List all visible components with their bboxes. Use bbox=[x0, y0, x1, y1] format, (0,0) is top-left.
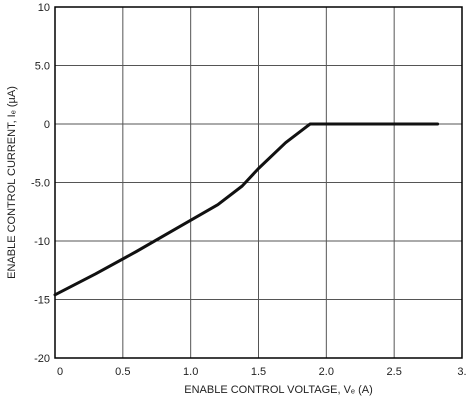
y-tick-label: 10 bbox=[38, 2, 50, 14]
grid bbox=[55, 7, 462, 358]
y-tick-labels: 10 5.0 0 -5.0 -10 -15 -20 bbox=[31, 2, 50, 365]
x-tick-label: 0 bbox=[57, 366, 63, 378]
x-tick-label: 0.5 bbox=[115, 366, 130, 378]
x-tick-labels: 0 0.5 1.0 1.5 2.0 2.5 3. bbox=[57, 366, 467, 378]
y-tick-label: -20 bbox=[34, 353, 50, 365]
x-tick-label: 3. bbox=[457, 366, 466, 378]
x-tick-label: 2.0 bbox=[319, 366, 334, 378]
y-tick-label: -10 bbox=[34, 236, 50, 248]
series bbox=[53, 122, 440, 297]
y-axis-label: ENABLE CONTROL CURRENT, Iₑ (µA) bbox=[6, 86, 18, 279]
y-tick-label: -15 bbox=[34, 295, 50, 307]
y-tick-label: 0 bbox=[44, 119, 50, 131]
x-tick-label: 1.5 bbox=[251, 366, 266, 378]
x-tick-label: 1.0 bbox=[183, 366, 198, 378]
plot-frame bbox=[54, 6, 463, 359]
y-tick-label: -5.0 bbox=[31, 178, 50, 190]
series-line bbox=[53, 122, 440, 297]
x-axis-label: ENABLE CONTROL VOLTAGE, Vₑ (A) bbox=[184, 384, 372, 396]
y-tick-label: 5.0 bbox=[35, 61, 50, 73]
x-tick-label: 2.5 bbox=[387, 366, 402, 378]
